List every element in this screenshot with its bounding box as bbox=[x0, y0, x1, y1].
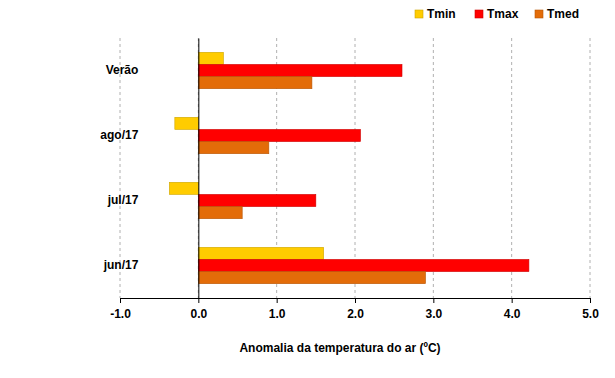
tick-label: 3.0 bbox=[425, 307, 442, 321]
tick-label: 5.0 bbox=[582, 307, 599, 321]
grid-line bbox=[590, 38, 591, 298]
tick: -1.0 bbox=[110, 298, 131, 321]
bar bbox=[198, 52, 223, 64]
legend-swatch bbox=[535, 10, 543, 18]
category-label: Verão bbox=[106, 63, 139, 77]
tick: ago/17 bbox=[100, 128, 198, 142]
tick-mark bbox=[355, 298, 356, 303]
legend-label: Tmin bbox=[427, 7, 456, 21]
bar bbox=[198, 129, 360, 141]
legend-swatch bbox=[475, 10, 483, 18]
series bbox=[198, 64, 529, 271]
tick-mark bbox=[590, 298, 591, 303]
tick-label: 1.0 bbox=[269, 307, 286, 321]
tick-label: 2.0 bbox=[347, 307, 364, 321]
category-label: ago/17 bbox=[100, 128, 138, 142]
category-label: jul/17 bbox=[107, 193, 139, 207]
tick-label: 0.0 bbox=[190, 307, 207, 321]
bar bbox=[169, 182, 198, 194]
legend-item: Tmax bbox=[475, 7, 519, 21]
x-axis: -1.0 0.0 1.0 2.0 3.0 4.0 5.0 bbox=[110, 298, 599, 321]
tick-mark bbox=[198, 298, 199, 303]
category-label: jun/17 bbox=[103, 258, 139, 272]
bar bbox=[198, 207, 242, 219]
tick-mark bbox=[512, 298, 513, 303]
tick-label: -1.0 bbox=[110, 307, 131, 321]
tick: 5.0 bbox=[582, 298, 599, 321]
axis-title: Anomalia da temperatura do ar (ºC) bbox=[239, 341, 440, 355]
grid-line bbox=[433, 38, 434, 298]
bar bbox=[198, 64, 402, 76]
legend-label: Tmax bbox=[487, 7, 519, 21]
grid-line bbox=[511, 38, 512, 298]
plot: -1.0 0.0 1.0 2.0 3.0 4.0 5.0 Verão ago/17 jul/17 j… bbox=[100, 38, 599, 321]
tick: Verão bbox=[106, 63, 199, 77]
grid-line bbox=[355, 38, 356, 298]
bars bbox=[169, 52, 529, 283]
bar bbox=[198, 272, 425, 284]
bar bbox=[198, 77, 312, 89]
tick-mark bbox=[120, 298, 121, 303]
tick-mark bbox=[433, 298, 434, 303]
x-axis-line bbox=[121, 299, 591, 304]
chart: -1.0 0.0 1.0 2.0 3.0 4.0 5.0 Verão ago/17 jul/17 j… bbox=[0, 0, 615, 378]
legend-swatch bbox=[415, 10, 423, 18]
bar bbox=[175, 117, 199, 129]
legend-item: Tmin bbox=[415, 7, 456, 21]
tick: 0.0 bbox=[190, 298, 207, 321]
legend-item: Tmed bbox=[535, 7, 579, 21]
tick: 3.0 bbox=[425, 298, 442, 321]
tick: 2.0 bbox=[347, 298, 364, 321]
grid-line bbox=[198, 38, 199, 298]
y-axis: Verão ago/17 jul/17 jun/17 bbox=[100, 39, 199, 299]
tick-mark bbox=[277, 298, 278, 303]
tick-label: 4.0 bbox=[504, 307, 521, 321]
bar bbox=[198, 247, 323, 259]
bar bbox=[198, 142, 269, 154]
legend-label: Tmed bbox=[547, 7, 579, 21]
series bbox=[169, 52, 323, 259]
grid bbox=[120, 38, 590, 298]
series bbox=[198, 77, 425, 284]
bar bbox=[198, 194, 316, 206]
tick: 4.0 bbox=[504, 298, 521, 321]
tick: 1.0 bbox=[269, 298, 286, 321]
tick: jul/17 bbox=[107, 193, 199, 207]
bar bbox=[198, 259, 529, 271]
y-axis-line bbox=[198, 39, 199, 299]
legend: Tmin Tmax Tmed bbox=[415, 7, 579, 21]
tick: jun/17 bbox=[103, 258, 199, 272]
